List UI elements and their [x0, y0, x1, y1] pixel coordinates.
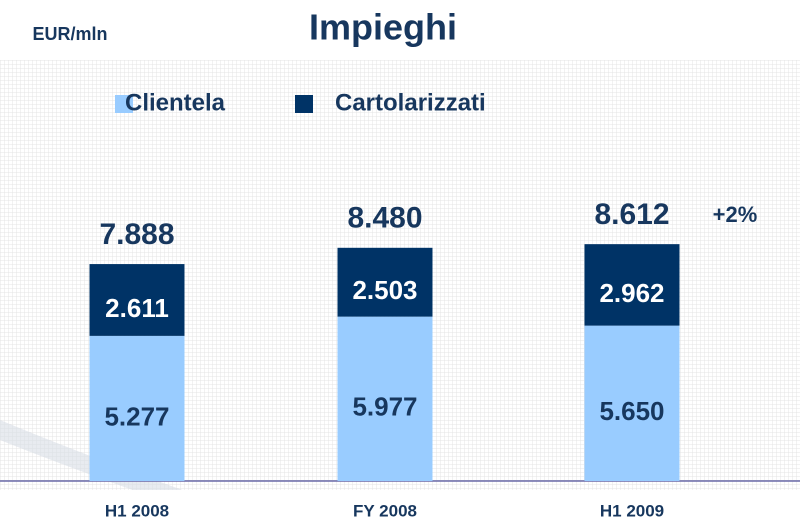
legend-swatch [295, 95, 313, 113]
chart-title: Impieghi [309, 7, 457, 48]
annotation: +2% [713, 202, 758, 227]
value-label: 5.977 [352, 392, 417, 422]
legend-label: Cartolarizzati [335, 89, 486, 116]
unit-label: EUR/mln [32, 24, 107, 44]
value-label: 5.650 [599, 396, 664, 426]
total-label: 8.480 [347, 202, 422, 235]
x-tick-label: FY 2008 [353, 501, 417, 520]
total-label: 8.612 [594, 198, 669, 231]
value-label: 2.962 [599, 278, 664, 308]
value-label: 5.277 [104, 401, 169, 431]
total-label: 7.888 [99, 218, 174, 251]
chart: EUR/mln Impieghi Clientela Cartolarizzati… [0, 0, 800, 531]
legend-label: Clientela [125, 89, 226, 116]
value-label: 2.503 [352, 275, 417, 305]
x-tick-label: H1 2008 [105, 501, 169, 520]
value-label: 2.611 [105, 293, 169, 323]
x-tick-label: H1 2009 [600, 501, 664, 520]
